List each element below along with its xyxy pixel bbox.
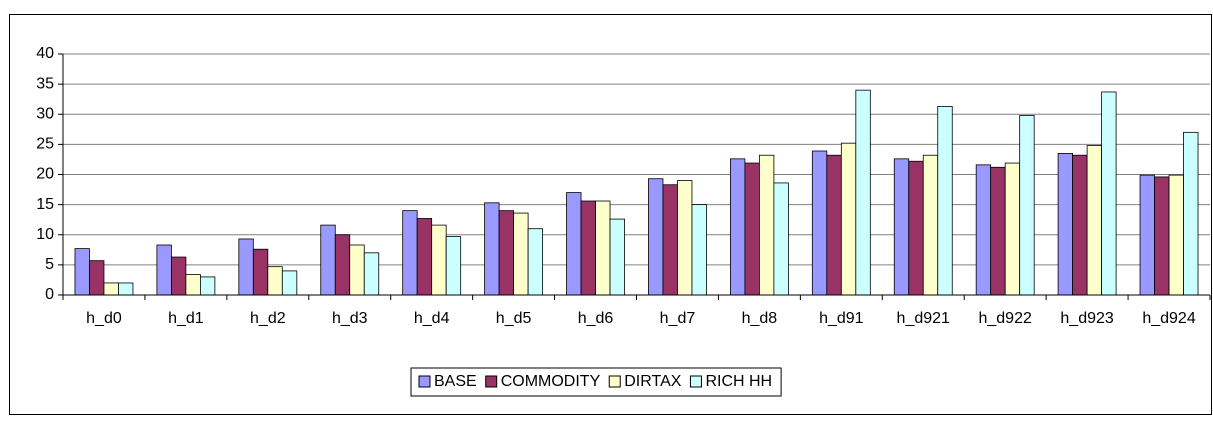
legend-swatch: [608, 375, 621, 388]
bar: [170, 256, 187, 296]
y-tick-label: 25: [36, 136, 54, 153]
bar: [1004, 162, 1021, 296]
x-tick-label: h_d6: [578, 310, 614, 327]
legend-swatch: [485, 375, 498, 388]
bar: [402, 210, 418, 296]
y-tick-label: 20: [36, 166, 54, 183]
bar: [691, 204, 707, 296]
bar: [156, 244, 172, 296]
bar: [89, 260, 105, 296]
bar: [826, 154, 842, 296]
x-tick-label: h_d91: [819, 310, 864, 327]
bar: [1168, 174, 1184, 296]
bar: [281, 270, 298, 296]
bar: [937, 106, 953, 296]
bar: [893, 158, 910, 296]
bar: [1057, 153, 1074, 296]
legend-label: COMMODITY: [501, 373, 601, 390]
bar: [363, 252, 380, 296]
bar: [74, 248, 90, 296]
y-tick-label: 30: [36, 105, 54, 122]
y-tick-label: 5: [45, 256, 54, 273]
bar: [811, 150, 828, 296]
bar: [677, 180, 693, 296]
bar: [908, 160, 924, 296]
bar: [1183, 131, 1199, 296]
y-tick-label: 35: [36, 75, 54, 92]
y-tick-label: 10: [36, 226, 54, 243]
bar: [334, 234, 351, 296]
x-tick-label: h_d7: [660, 310, 696, 327]
y-tick-label: 15: [36, 196, 54, 213]
legend-label: RICH HH: [705, 373, 772, 390]
bar: [1101, 91, 1117, 296]
legend-swatch: [418, 375, 431, 388]
x-tick-label: h_d923: [1060, 310, 1113, 327]
x-tick-label: h_d2: [250, 310, 286, 327]
bar: [566, 192, 582, 296]
bar: [1072, 154, 1088, 296]
y-tick-label: 0: [45, 286, 54, 303]
x-tick-label: h_d924: [1142, 310, 1195, 327]
x-tick-label: h_d922: [978, 310, 1031, 327]
bar: [580, 200, 596, 296]
bar: [320, 224, 336, 296]
bar: [445, 236, 462, 296]
x-tick-label: h_d921: [897, 310, 950, 327]
bar: [855, 89, 871, 296]
legend-swatch: [689, 375, 702, 388]
bar: [513, 212, 529, 296]
bar: [662, 184, 678, 296]
bar: [840, 142, 857, 296]
bar: [199, 276, 216, 296]
legend-label: DIRTAX: [624, 373, 682, 390]
x-tick-label: h_d8: [742, 310, 778, 327]
bar: [118, 282, 134, 296]
bar: [267, 266, 283, 296]
legend-label: BASE: [434, 373, 477, 390]
bar: [729, 158, 746, 296]
bar: [595, 200, 611, 296]
x-tick-label: h_d5: [496, 310, 532, 327]
bar: [484, 202, 500, 296]
x-tick-label: h_d3: [332, 310, 368, 327]
x-tick-label: h_d0: [86, 310, 122, 327]
bar: [238, 238, 254, 296]
bar: [609, 218, 625, 296]
bar: [744, 162, 760, 296]
x-tick-label: h_d1: [168, 310, 204, 327]
bar: [990, 166, 1006, 296]
bar: [1154, 176, 1170, 296]
bar: [431, 224, 447, 296]
bar: [103, 282, 119, 296]
bar: [758, 154, 775, 296]
bar: [527, 228, 544, 296]
bar: [1139, 174, 1155, 296]
bar: [1086, 145, 1103, 296]
y-tick-label: 40: [36, 45, 54, 62]
bar: [648, 178, 664, 296]
bar: [416, 218, 433, 296]
legend: BASE COMMODITY DIRTAX RICH HH: [410, 367, 782, 397]
bar: [185, 274, 201, 296]
x-tick-label: h_d4: [414, 310, 450, 327]
legend-box: [410, 367, 782, 397]
bar: [349, 244, 365, 296]
bar: [1019, 115, 1035, 296]
bar: [922, 154, 939, 296]
bar: [773, 182, 789, 296]
bar: [498, 210, 515, 296]
bar: [975, 164, 992, 296]
bar: [252, 248, 269, 296]
